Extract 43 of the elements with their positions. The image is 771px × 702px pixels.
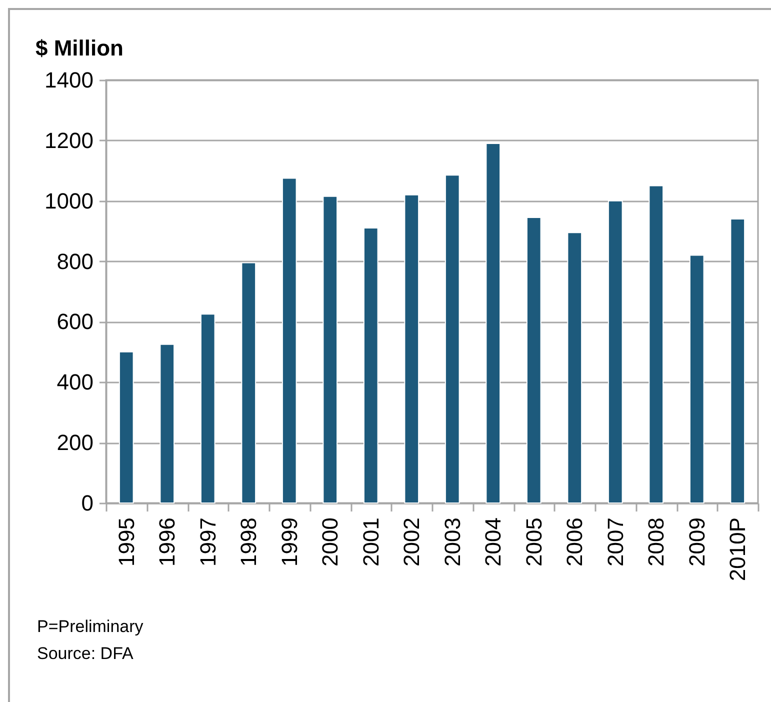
- bar: [689, 254, 704, 504]
- bar: [160, 344, 175, 504]
- bar: [322, 196, 338, 504]
- bar: [118, 351, 134, 504]
- y-tick-label: 0: [81, 490, 94, 516]
- bar: [404, 194, 420, 504]
- bar: [282, 178, 297, 504]
- bar: [241, 262, 256, 504]
- bar: [730, 218, 746, 504]
- x-tick-label: 1995: [114, 518, 139, 566]
- y-axis-title: $ Million: [36, 36, 124, 60]
- x-tick-label: 2009: [684, 518, 710, 566]
- x-tick-label: 2004: [480, 518, 506, 566]
- bar: [608, 200, 623, 504]
- x-tick-label: 2001: [358, 518, 384, 566]
- y-tick-label: 800: [56, 248, 94, 274]
- y-tick-label: 200: [56, 430, 94, 456]
- bar: [486, 142, 501, 504]
- bar: [363, 228, 378, 504]
- x-tick-label: 2007: [602, 518, 628, 566]
- y-tick-label: 1200: [44, 128, 94, 153]
- text: P=Preliminary: [37, 617, 144, 636]
- x-tick-label: 1998: [236, 518, 262, 566]
- y-tick-label: 600: [56, 309, 94, 334]
- x-tick-label: 1996: [154, 518, 180, 566]
- bar: [567, 232, 582, 504]
- x-tick-label: 2010P: [725, 518, 750, 582]
- x-tick-label: 2006: [562, 518, 588, 566]
- x-tick-label: 2003: [440, 518, 465, 566]
- x-tick-label: 2002: [399, 518, 424, 566]
- bar: [200, 314, 216, 504]
- y-tick-label: 1400: [44, 68, 94, 92]
- x-tick-label: 2008: [644, 518, 669, 566]
- source-note: Source: DFA: [37, 644, 134, 663]
- x-tick-label: 1997: [195, 518, 220, 566]
- x-tick-label: 2000: [318, 518, 343, 566]
- y-tick-label: 1000: [44, 188, 94, 214]
- bar: [648, 185, 664, 504]
- bar: [444, 174, 460, 504]
- x-tick-label: 2005: [521, 518, 546, 566]
- bar: [526, 216, 542, 504]
- y-tick-label: 400: [56, 370, 94, 395]
- x-tick-label: 1999: [276, 518, 302, 566]
